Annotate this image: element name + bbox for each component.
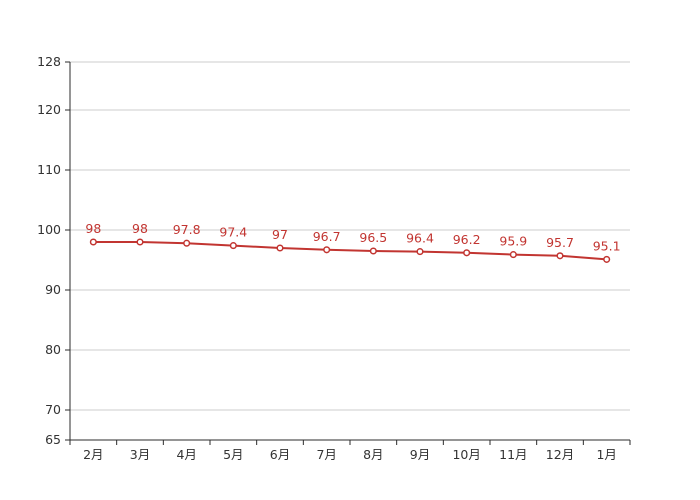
data-point-label: 95.9	[499, 234, 527, 249]
x-axis-label: 9月	[410, 447, 430, 462]
data-point-marker[interactable]	[89, 238, 97, 246]
data-point-label: 96.4	[406, 231, 434, 246]
x-axis-label: 6月	[270, 447, 290, 462]
x-axis-label: 10月	[452, 447, 480, 462]
y-axis-tick-label: 65	[45, 432, 61, 447]
x-axis-label: 5月	[223, 447, 243, 462]
data-point-marker[interactable]	[276, 244, 284, 252]
y-axis-tick-label: 120	[37, 102, 61, 117]
x-axis-label: 8月	[363, 447, 383, 462]
x-axis-label: 2月	[83, 447, 103, 462]
y-axis-tick-label: 110	[37, 162, 61, 177]
data-point-marker[interactable]	[323, 246, 331, 254]
x-axis-label: 1月	[596, 447, 616, 462]
x-axis-label: 12月	[546, 447, 574, 462]
data-point-label: 98	[85, 221, 101, 236]
y-axis-tick-label: 70	[45, 402, 61, 417]
y-axis-tick-label: 100	[37, 222, 61, 237]
data-point-marker[interactable]	[229, 242, 237, 250]
y-axis-tick-label: 80	[45, 342, 61, 357]
data-point-label: 98	[132, 221, 148, 236]
data-point-label: 95.1	[593, 238, 621, 253]
y-axis-tick-label: 128	[37, 54, 61, 69]
data-point-marker[interactable]	[603, 255, 611, 263]
data-point-label: 96.7	[313, 229, 341, 244]
data-point-label: 97.8	[173, 222, 201, 237]
data-point-marker[interactable]	[416, 248, 424, 256]
x-axis-label: 7月	[316, 447, 336, 462]
data-point-marker[interactable]	[463, 249, 471, 257]
data-point-marker[interactable]	[369, 247, 377, 255]
series-line	[92, 241, 608, 261]
data-point-label: 96.5	[359, 230, 387, 245]
data-point-marker[interactable]	[183, 239, 191, 247]
data-point-label: 95.7	[546, 235, 574, 250]
data-point-marker[interactable]	[556, 252, 564, 260]
x-axis-label: 11月	[499, 447, 527, 462]
data-point-label: 97.4	[219, 225, 247, 240]
data-point-marker[interactable]	[136, 238, 144, 246]
y-axis-tick-label: 90	[45, 282, 61, 297]
data-point-label: 96.2	[453, 232, 481, 247]
data-point-label: 97	[272, 227, 288, 242]
data-point-marker[interactable]	[509, 251, 517, 259]
x-axis-label: 3月	[130, 447, 150, 462]
x-axis-label: 4月	[176, 447, 196, 462]
